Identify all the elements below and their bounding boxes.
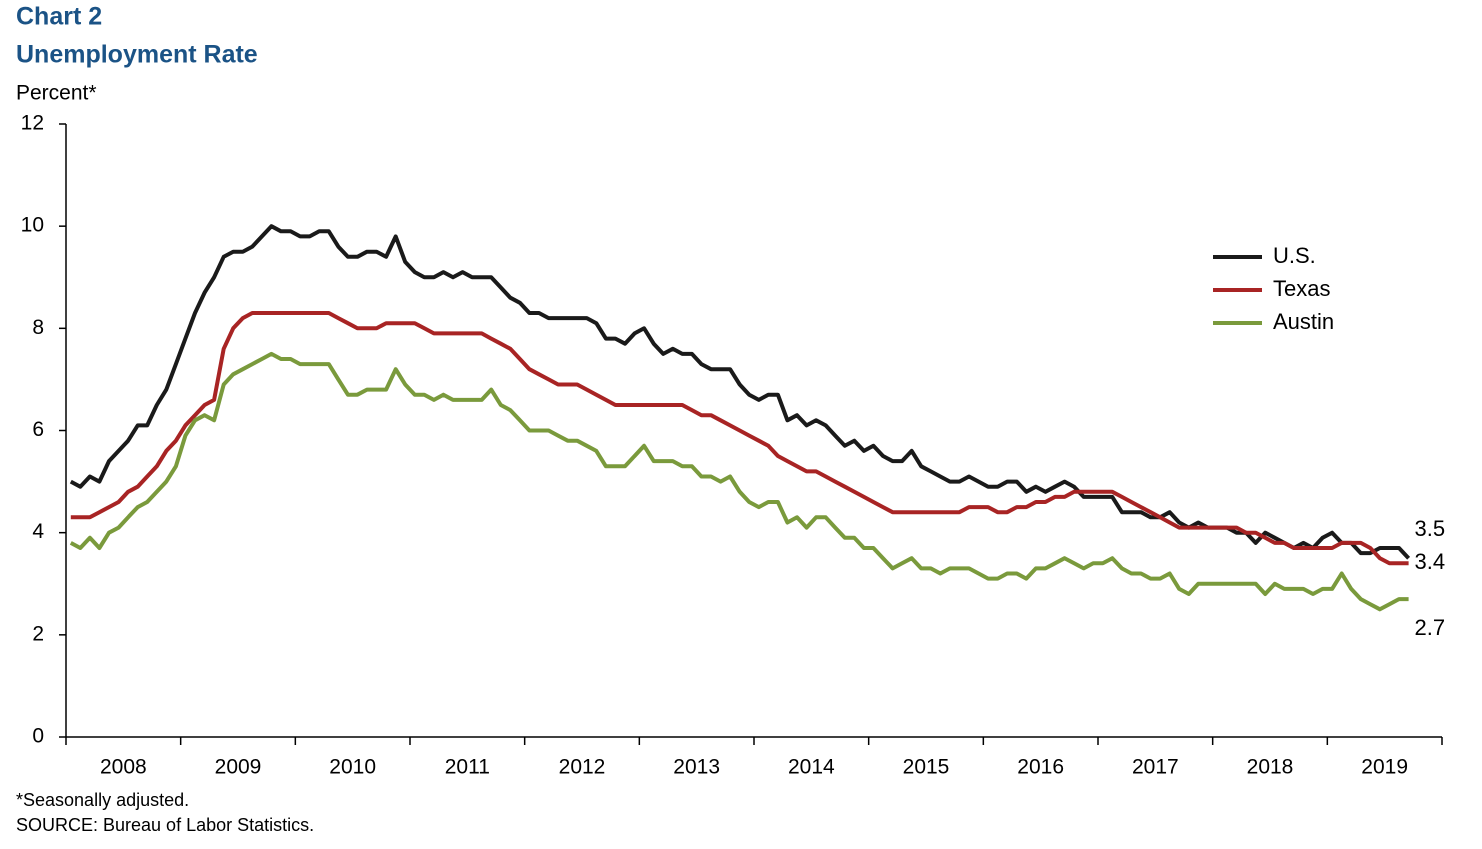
y-tick-label: 6 [32, 418, 44, 441]
y-axis-label: Percent* [16, 82, 97, 105]
chart-subtitle: Unemployment Rate [16, 41, 258, 69]
legend-label: Austin [1273, 309, 1334, 334]
y-tick-label: 12 [21, 112, 44, 135]
legend-label: U.S. [1273, 243, 1316, 268]
series-line [69, 351, 1409, 612]
x-tick-label: 2010 [329, 756, 376, 779]
x-tick-label: 2011 [445, 756, 490, 779]
footnote: *Seasonally adjusted. [16, 790, 189, 810]
y-tick-label: 2 [32, 622, 44, 645]
y-tick-label: 4 [32, 520, 44, 543]
x-tick-label: 2019 [1361, 756, 1408, 779]
series-line [70, 311, 1409, 566]
end-value-label: 3.5 [1415, 516, 1446, 541]
end-value-label: 2.7 [1415, 615, 1446, 640]
end-value-label: 3.4 [1415, 549, 1446, 574]
x-tick-label: 2018 [1247, 756, 1294, 779]
x-tick-label: 2014 [788, 756, 835, 779]
chart-title: Chart 2 [16, 3, 102, 31]
x-tick-label: 2009 [215, 756, 262, 779]
x-tick-label: 2008 [100, 756, 147, 779]
x-tick-label: 2017 [1132, 756, 1179, 779]
series-line [69, 224, 1411, 560]
legend-label: Texas [1273, 276, 1330, 301]
source: SOURCE: Bureau of Labor Statistics. [16, 815, 314, 835]
x-tick-label: 2012 [559, 756, 606, 779]
y-tick-label: 0 [32, 725, 44, 748]
x-tick-label: 2013 [673, 756, 720, 779]
x-tick-label: 2016 [1017, 756, 1064, 779]
x-tick-label: 2015 [903, 756, 950, 779]
y-tick-label: 8 [32, 316, 44, 339]
y-tick-label: 10 [21, 214, 44, 237]
